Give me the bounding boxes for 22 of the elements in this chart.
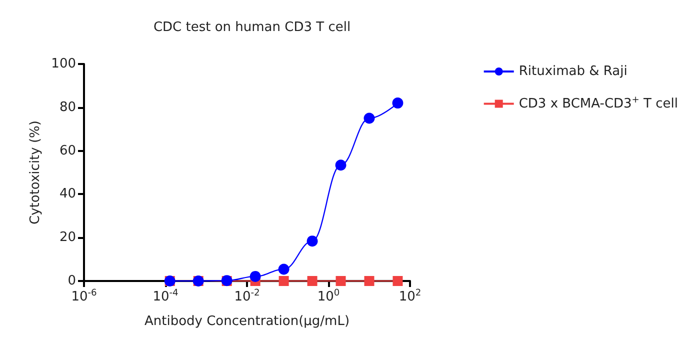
point <box>364 112 375 124</box>
point <box>278 264 290 275</box>
y-tick-label: 20 <box>59 230 76 246</box>
x-axis-title: Antibody Concentration(μg/mL) <box>144 314 350 329</box>
point <box>392 98 404 109</box>
chart-title: CDC test on human CD3 T cell <box>153 20 351 35</box>
y-tick-label: 80 <box>59 100 76 115</box>
point <box>306 236 318 247</box>
y-tick-label: 0 <box>68 274 76 288</box>
point <box>307 276 318 286</box>
y-tick-label: 40 <box>59 186 76 202</box>
point <box>335 160 346 171</box>
legend-label: Rituximab & Raji <box>518 64 628 79</box>
point <box>250 270 261 282</box>
y-tick-label: 60 <box>59 143 76 158</box>
point <box>392 276 403 286</box>
point <box>336 276 346 286</box>
y-axis-title: Cytotoxicity (%) <box>28 120 43 224</box>
point <box>278 276 289 286</box>
legend-label: CD3 x BCMA-CD3+ T cell <box>518 96 678 112</box>
point <box>364 276 374 286</box>
y-tick-label: 100 <box>51 56 76 72</box>
